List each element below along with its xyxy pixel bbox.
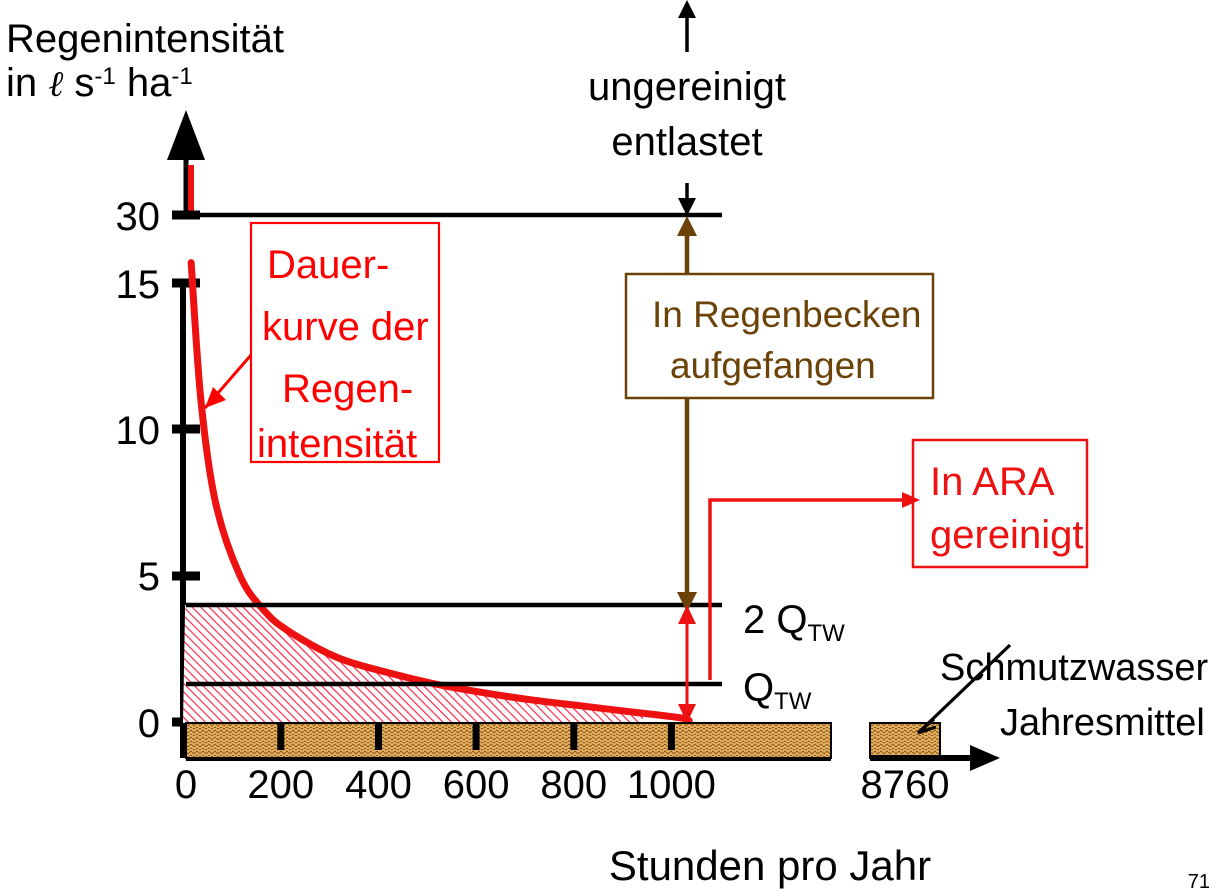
- svg-text:Dauer-: Dauer-: [267, 243, 389, 287]
- svg-text:aufgefangen: aufgefangen: [670, 345, 876, 386]
- svg-text:kurve der: kurve der: [262, 305, 429, 349]
- svg-text:ungereinigt: ungereinigt: [588, 65, 786, 109]
- svg-text:Regenintensität: Regenintensität: [6, 17, 284, 61]
- svg-text:In ARA: In ARA: [930, 460, 1055, 504]
- svg-text:Schmutzwasser: Schmutzwasser: [940, 647, 1209, 689]
- svg-text:71: 71: [1188, 871, 1210, 893]
- svg-text:Stunden pro Jahr: Stunden pro Jahr: [609, 842, 931, 889]
- svg-text:In Regenbecken: In Regenbecken: [652, 294, 921, 335]
- svg-text:gereinigt: gereinigt: [930, 513, 1083, 557]
- svg-text:2 QTW: 2 QTW: [743, 598, 845, 647]
- svg-text:10: 10: [116, 409, 161, 453]
- svg-text:5: 5: [138, 555, 160, 599]
- svg-text:30: 30: [116, 195, 161, 239]
- svg-text:Jahresmittel: Jahresmittel: [1000, 702, 1205, 744]
- svg-text:8760: 8760: [861, 763, 950, 807]
- svg-text:1000: 1000: [627, 763, 716, 807]
- svg-text:in ℓ s-1 ha-1: in ℓ s-1 ha-1: [6, 61, 193, 105]
- svg-text:400: 400: [345, 763, 412, 807]
- svg-text:800: 800: [540, 763, 607, 807]
- svg-text:15: 15: [116, 263, 161, 307]
- svg-text:600: 600: [443, 763, 510, 807]
- svg-text:intensität: intensität: [257, 422, 417, 466]
- svg-text:200: 200: [247, 763, 314, 807]
- svg-text:entlastet: entlastet: [611, 120, 762, 164]
- svg-text:QTW: QTW: [743, 666, 812, 715]
- svg-text:0: 0: [175, 763, 197, 807]
- svg-text:0: 0: [138, 702, 160, 746]
- svg-text:Regen-: Regen-: [282, 367, 413, 411]
